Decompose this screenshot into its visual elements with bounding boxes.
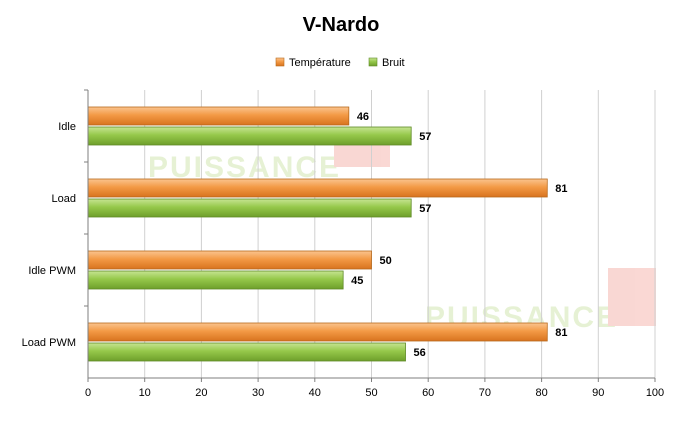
x-tick-label: 20: [195, 387, 207, 399]
x-tick-label: 80: [535, 387, 547, 399]
data-label: 81: [555, 327, 567, 339]
axes: 0 10 20 30 40 50 60 70 80 90 100 Idle Load Idle PWM Lo…: [22, 89, 664, 399]
bars: 46 57 81 57 50 45 81 56: [87, 106, 568, 362]
legend-label-temperature: Température: [289, 57, 351, 69]
bar-bruit-idle: [87, 126, 412, 146]
legend-label-bruit: Bruit: [382, 57, 405, 69]
category-label: Load PWM: [22, 337, 76, 349]
watermark: PUISSANCE PUISSANCE: [148, 141, 656, 334]
bar-bruit-load: [87, 198, 412, 218]
watermark-text: PUISSANCE: [148, 151, 341, 184]
legend-swatch-bruit: [368, 57, 378, 67]
bar-temperature-idle: [87, 106, 350, 126]
data-label: 57: [419, 131, 431, 143]
x-tick-label: 100: [646, 387, 664, 399]
data-label: 56: [414, 347, 426, 359]
x-tick-label: 60: [422, 387, 434, 399]
data-label: 45: [351, 275, 363, 287]
x-tick-label: 70: [479, 387, 491, 399]
category-label: Idle: [58, 121, 76, 133]
x-tick-label: 10: [139, 387, 151, 399]
bar-temperature-load-pwm: [87, 322, 548, 342]
category-label: Load: [52, 193, 76, 205]
x-tick-label: 90: [592, 387, 604, 399]
x-tick-label: 0: [85, 387, 91, 399]
x-tick-label: 50: [365, 387, 377, 399]
bar-temperature-idle-pwm: [87, 250, 372, 270]
data-label: 50: [380, 255, 392, 267]
chart-title: V-Nardo: [303, 14, 380, 36]
data-label: 81: [555, 183, 567, 195]
data-label: 46: [357, 111, 369, 123]
legend-swatch-temperature: [275, 57, 285, 67]
x-tick-label: 30: [252, 387, 264, 399]
watermark-logo-shape: [608, 268, 656, 326]
bar-bruit-idle-pwm: [87, 270, 344, 290]
x-tick-label: 40: [309, 387, 321, 399]
data-label: 57: [419, 203, 431, 215]
bar-temperature-load: [87, 178, 548, 198]
category-label: Idle PWM: [28, 265, 76, 277]
bar-bruit-load-pwm: [87, 342, 406, 362]
legend: Température Bruit: [275, 57, 405, 69]
